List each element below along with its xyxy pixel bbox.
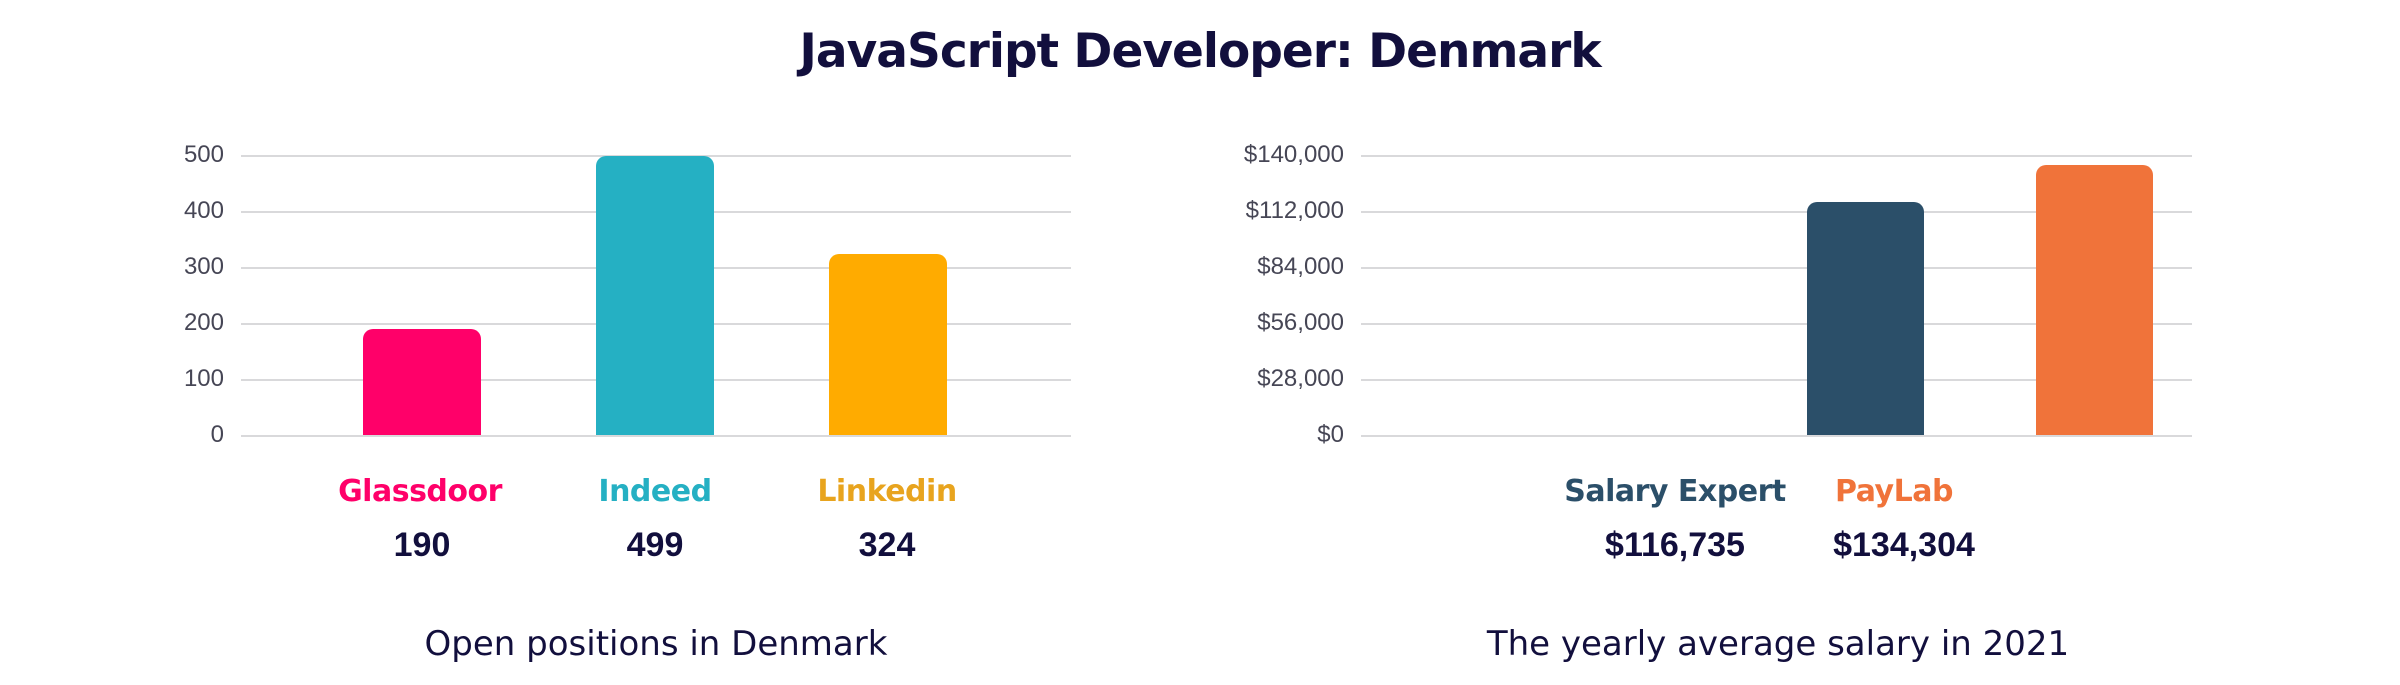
value-label-salary-expert: $116,735 xyxy=(1605,526,1745,564)
bar-glassdoor xyxy=(363,329,481,435)
plot-area xyxy=(1361,155,2192,437)
y-tick-label: $28,000 xyxy=(1257,365,1344,392)
baseline xyxy=(1361,435,2192,437)
bar-linkedin xyxy=(829,254,947,435)
y-tick-label: 100 xyxy=(183,365,224,392)
value-label-glassdoor: 190 xyxy=(393,526,451,564)
y-tick-label: $0 xyxy=(1317,421,1344,448)
gridline xyxy=(1361,155,2192,157)
salary-chart: $140,000 $112,000 $84,000 $56,000 $28,00… xyxy=(1200,0,2400,685)
baseline xyxy=(241,435,1071,437)
bar-salary-expert xyxy=(1807,202,1924,435)
bar-indeed xyxy=(596,156,714,435)
value-label-indeed: 499 xyxy=(626,526,684,564)
y-tick-label: $112,000 xyxy=(1245,197,1344,224)
value-label-linkedin: 324 xyxy=(858,526,916,564)
gridline xyxy=(1361,211,2192,213)
y-tick-label: $56,000 xyxy=(1257,309,1344,336)
y-tick-label: 500 xyxy=(183,141,224,168)
category-label-indeed: Indeed xyxy=(598,474,712,509)
gridline xyxy=(1361,379,2192,381)
y-tick-label: 0 xyxy=(210,421,224,448)
open-positions-chart: 500 400 300 200 100 0 Glassdoor Indeed L… xyxy=(183,141,1071,664)
category-label-paylab: PayLab xyxy=(1835,474,1953,509)
plot-area xyxy=(241,155,1071,437)
chart-caption: The yearly average salary in 2021 xyxy=(1486,624,2070,664)
bar-paylab xyxy=(2036,165,2153,435)
value-label-paylab: $134,304 xyxy=(1833,526,1975,564)
y-tick-label: 300 xyxy=(183,253,224,280)
category-label-glassdoor: Glassdoor xyxy=(338,474,502,509)
y-tick-label: 200 xyxy=(183,309,224,336)
y-tick-label: $140,000 xyxy=(1243,141,1344,168)
y-tick-label: 400 xyxy=(183,197,224,224)
y-tick-label: $84,000 xyxy=(1257,253,1344,280)
category-label-salary-expert: Salary Expert xyxy=(1564,474,1786,509)
chart-caption: Open positions in Denmark xyxy=(424,624,888,664)
gridline xyxy=(1361,323,2192,325)
gridline xyxy=(1361,267,2192,269)
page-title: JavaScript Developer: Denmark xyxy=(799,24,1601,79)
category-label-linkedin: Linkedin xyxy=(817,474,957,509)
